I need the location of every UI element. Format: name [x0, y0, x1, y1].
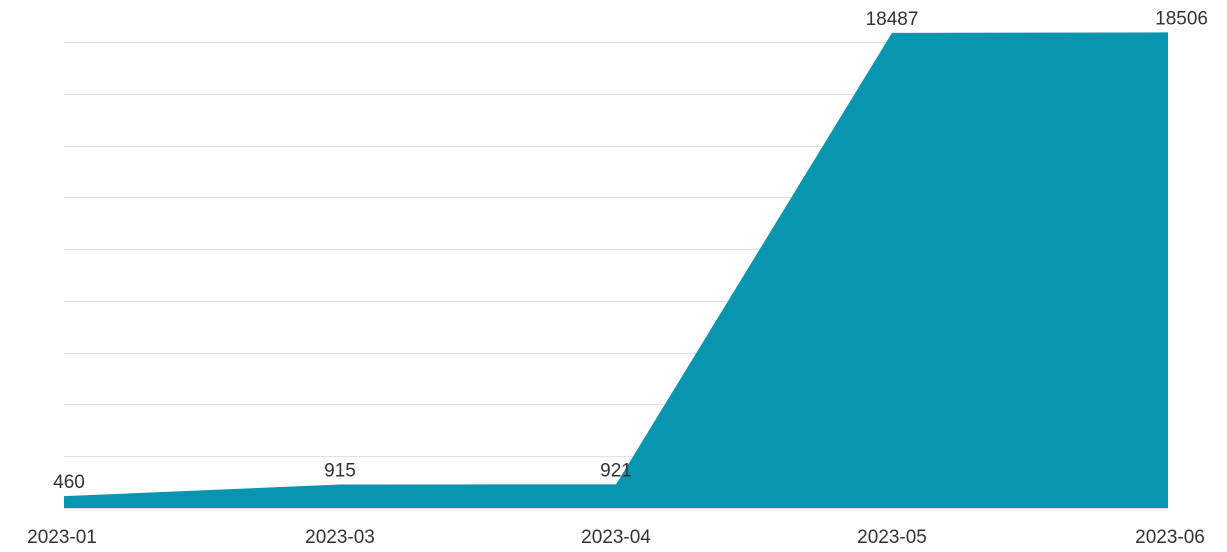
series-area	[64, 32, 1168, 508]
x-tick-label: 2023-05	[857, 527, 927, 548]
x-tick-label: 2023-01	[27, 527, 97, 548]
data-labels: 460 915 921 18487 18506	[53, 8, 1208, 493]
x-tick-label: 2023-04	[581, 527, 651, 548]
data-label: 460	[53, 472, 85, 493]
data-label: 18506	[1155, 8, 1208, 29]
data-label: 915	[324, 460, 356, 481]
x-axis-ticks: 2023-01 2023-03 2023-04 2023-05 2023-06	[27, 527, 1205, 548]
series-area-layer	[64, 32, 1168, 508]
x-tick-label: 2023-06	[1135, 527, 1205, 548]
gridlines	[64, 42, 1168, 509]
data-label: 18487	[866, 9, 919, 30]
data-label: 921	[600, 460, 632, 481]
x-tick-label: 2023-03	[305, 527, 375, 548]
